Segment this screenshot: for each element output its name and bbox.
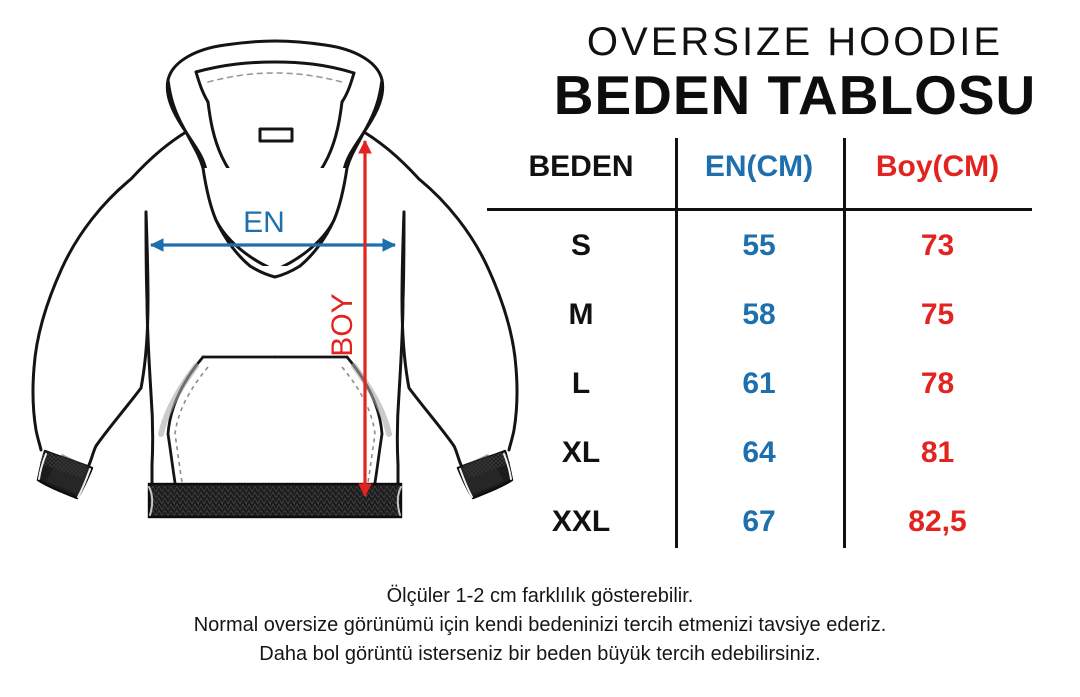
- svg-text:EN: EN: [243, 206, 285, 239]
- svg-text:BOY: BOY: [326, 293, 359, 356]
